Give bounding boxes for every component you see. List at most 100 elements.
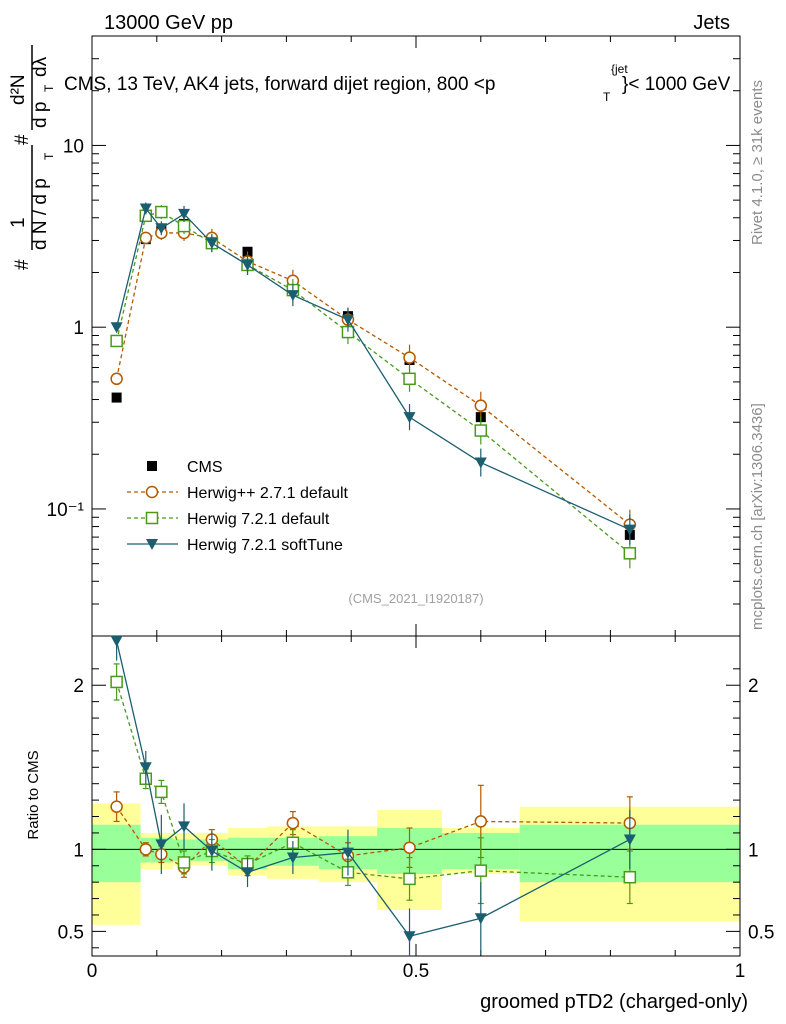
main-point-0-0 — [111, 392, 122, 403]
ylabel-hash2: # — [12, 134, 33, 145]
x-tick-label-0: 0 — [87, 961, 98, 982]
main-line-2 — [115, 211, 631, 554]
x-tick-label-1: 0.5 — [403, 961, 429, 982]
legend-label-0: CMS — [187, 459, 223, 476]
main-point-3-5 — [241, 259, 254, 271]
header-jets-label: Jets — [693, 12, 730, 34]
analysis-id-label: (CMS_2021_I1920187) — [348, 591, 483, 606]
plot-title: CMS, 13 TeV, AK4 jets, forward dijet reg… — [64, 62, 731, 104]
title-main: CMS, 13 TeV, AK4 jets, forward dijet reg… — [64, 74, 495, 95]
ratio-point-3-5 — [241, 867, 254, 879]
rivet-version-label: Rivet 4.1.0, ≥ 31k events — [749, 80, 766, 245]
main-point-2-3 — [177, 219, 191, 233]
main-point-3-8 — [403, 412, 416, 424]
main-point-1-0 — [110, 372, 123, 386]
main-point-1-8 — [403, 351, 416, 364]
ylabel-one: 1 — [8, 217, 29, 228]
ylabel-dlambda: dλ — [30, 56, 51, 77]
ratio-series-3 — [110, 635, 636, 956]
ratio-y-tick-label-2: 0.5 — [58, 922, 84, 943]
legend-label-2: Herwig 7.2.1 default — [187, 511, 330, 528]
ylabel-T-sub1: T — [42, 152, 56, 160]
legend-entry-1: Herwig++ 2.7.1 default — [127, 485, 349, 502]
x-axis-label: groomed pTD2 (charged-only) — [480, 991, 748, 1013]
main-point-3-1 — [139, 203, 152, 215]
main-point-3-4 — [205, 238, 218, 250]
mcplots-label: mcplots.cern.ch [arXiv:1306.3436] — [749, 403, 766, 630]
ylabel-hash1: # — [12, 259, 33, 270]
band-inner-0 — [92, 824, 141, 883]
ylabel-T-sub2: T — [42, 84, 56, 92]
main-point-3-10 — [623, 524, 636, 536]
legend-marker-3 — [146, 539, 158, 550]
legend-marker-0 — [147, 461, 157, 471]
legend-entry-3: Herwig 7.2.1 softTune — [127, 537, 343, 554]
ratio-point-2-10 — [623, 870, 637, 884]
main-y-tick-label-0: 10 — [63, 136, 84, 157]
ratio-point-2-9 — [474, 864, 488, 877]
x-tick-label-2: 1 — [735, 961, 746, 982]
ratio-y-tick-label-0: 2 — [73, 676, 84, 697]
ratio-point-3-7 — [341, 847, 354, 859]
ratio-point-3-1 — [139, 762, 152, 774]
ratio-point-2-0 — [110, 675, 123, 689]
legend: CMS Herwig++ 2.7.1 default Herwig 7.2.1 de… — [127, 459, 349, 554]
ratio-point-3-6 — [286, 852, 299, 864]
ylabel-dN-dpT: d N / d p — [30, 178, 51, 250]
ylabel-dpT: d p — [30, 102, 51, 128]
ratio-point-3-8 — [403, 931, 416, 943]
ratio-point-3-0 — [110, 635, 123, 647]
ratio-point-1-8 — [403, 841, 416, 854]
main-point-3-0 — [110, 322, 123, 334]
ratio-point-3-3 — [178, 821, 191, 833]
ratio-point-1-9 — [474, 815, 488, 828]
ratio-point-2-3 — [177, 856, 191, 869]
ratio-y-tick-label-1: 1 — [73, 840, 84, 861]
ratio-plot-series — [110, 635, 637, 956]
ratio-point-3-9 — [474, 913, 487, 925]
main-point-3-3 — [178, 208, 191, 220]
ratio-point-3-10 — [623, 834, 636, 846]
main-y-tick-label-2: 10⁻¹ — [47, 500, 85, 521]
ratio-ylabel: Ratio to CMS — [25, 750, 42, 839]
ratio-y-tick-label-right-0: 2 — [748, 676, 759, 697]
ylabel-d2N: d²N — [8, 74, 29, 105]
legend-marker-1 — [145, 485, 159, 499]
main-ylabel: # 1 d N / d p T # d²N d p T dλ — [8, 45, 56, 270]
ratio-point-1-0 — [110, 800, 123, 813]
main-point-3-6 — [286, 290, 299, 302]
ratio-y-tick-label-right-1: 1 — [748, 840, 759, 861]
ratio-point-3-4 — [205, 845, 218, 857]
ratio-point-1-6 — [286, 816, 300, 830]
main-point-2-9 — [474, 424, 488, 437]
header-energy-label: 13000 GeV pp — [104, 12, 233, 34]
ratio-point-2-8 — [403, 872, 416, 886]
legend-label-1: Herwig++ 2.7.1 default — [187, 485, 349, 502]
main-plot-series — [110, 202, 637, 569]
legend-entry-2: Herwig 7.2.1 default — [127, 511, 330, 528]
ratio-y-tick-label-right-2: 0.5 — [748, 922, 774, 943]
main-point-3-2 — [155, 223, 168, 235]
title-tail: }< 1000 GeV — [622, 74, 731, 95]
main-point-1-1 — [139, 231, 153, 245]
ratio-point-3-2 — [155, 839, 168, 851]
legend-marker-2 — [145, 511, 159, 525]
main-point-1-9 — [474, 399, 488, 412]
main-point-2-2 — [155, 205, 168, 219]
title-superscript: {jet — [611, 62, 628, 76]
ratio-plot-frame: 0 0.5 12 21 10.5 0.5 — [58, 635, 774, 982]
main-line-3 — [115, 207, 631, 531]
main-line-1 — [115, 232, 631, 526]
title-subscript: T — [603, 90, 611, 104]
ratio-point-1-1 — [139, 843, 153, 856]
ratio-point-2-2 — [155, 785, 168, 799]
ratio-series-2 — [110, 663, 637, 905]
main-point-2-10 — [623, 547, 637, 560]
main-point-2-0 — [110, 334, 123, 348]
main-point-3-9 — [474, 457, 487, 469]
main-series-3 — [110, 202, 636, 545]
legend-entry-0: CMS — [147, 459, 223, 476]
main-point-3-7 — [341, 314, 354, 326]
legend-label-3: Herwig 7.2.1 softTune — [187, 537, 343, 554]
